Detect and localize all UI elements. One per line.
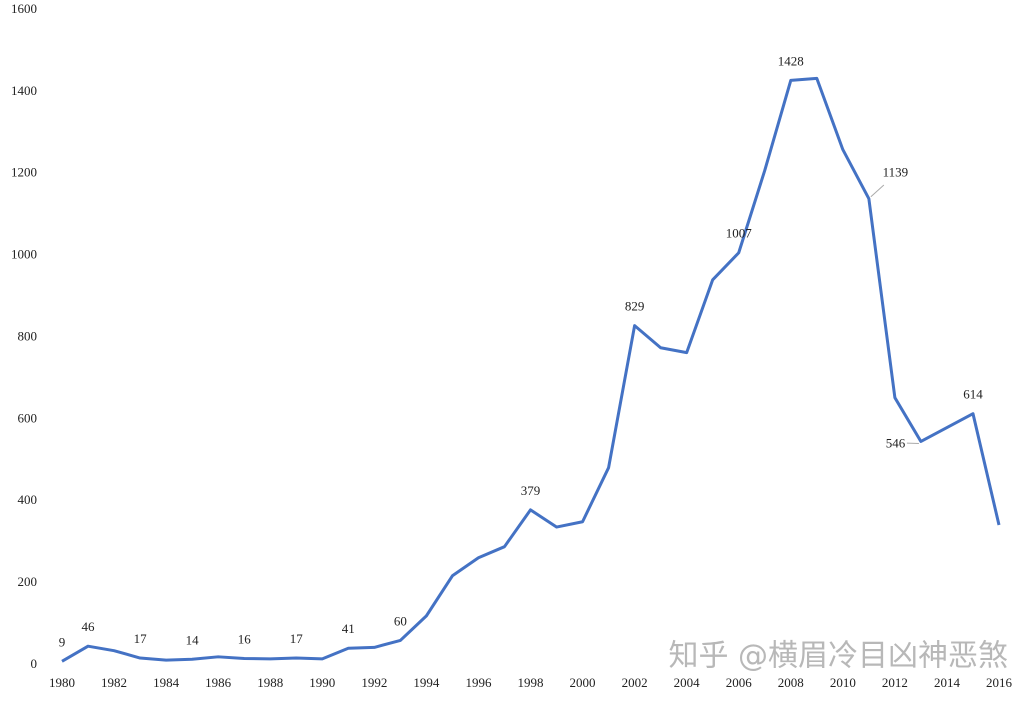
data-label: 41: [342, 621, 355, 636]
x-tick-label: 2000: [570, 675, 596, 690]
x-tick-label: 1986: [205, 675, 232, 690]
data-label: 546: [886, 435, 906, 450]
y-tick-label: 1600: [11, 1, 37, 16]
y-tick-label: 1200: [11, 165, 37, 180]
leader-line: [870, 184, 885, 198]
x-tick-label: 1988: [257, 675, 283, 690]
data-label: 17: [134, 631, 148, 646]
x-tick-label: 2008: [778, 675, 804, 690]
data-label: 379: [521, 483, 541, 498]
data-label: 17: [290, 631, 304, 646]
data-label: 829: [625, 299, 645, 314]
y-tick-label: 200: [18, 574, 38, 589]
x-tick-label: 2002: [622, 675, 648, 690]
data-label: 1139: [883, 165, 909, 180]
x-tick-label: 2010: [830, 675, 856, 690]
data-line: [61, 76, 1001, 663]
x-tick-label: 1980: [49, 675, 75, 690]
x-tick-label: 1992: [361, 675, 387, 690]
data-label: 14: [186, 632, 200, 647]
x-tick-label: 1982: [101, 675, 127, 690]
x-tick-label: 2016: [986, 675, 1013, 690]
x-tick-label: 1984: [153, 675, 180, 690]
data-label: 614: [963, 387, 983, 402]
x-tick-label: 1990: [309, 675, 335, 690]
data-label: 16: [238, 631, 252, 646]
y-tick-label: 800: [18, 328, 38, 343]
y-tick-label: 600: [18, 410, 38, 425]
x-tick-label: 1996: [465, 675, 492, 690]
x-tick-label: 2012: [882, 675, 908, 690]
watermark: 知乎 @横眉冷目凶神恶煞: [668, 639, 1008, 674]
x-tick-label: 1998: [518, 675, 544, 690]
x-tick-label: 1994: [413, 675, 440, 690]
data-label: 9: [59, 634, 66, 649]
y-tick-label: 1000: [11, 247, 37, 262]
x-tick-label: 2014: [934, 675, 961, 690]
data-label: 1428: [778, 53, 804, 68]
y-tick-label: 1400: [11, 83, 37, 98]
data-label: 1007: [726, 226, 753, 241]
y-tick-label: 400: [18, 492, 38, 507]
y-tick-label: 0: [31, 656, 38, 671]
data-label: 60: [394, 613, 407, 628]
data-label: 46: [82, 619, 96, 634]
x-tick-label: 2004: [674, 675, 701, 690]
x-tick-label: 2006: [726, 675, 753, 690]
